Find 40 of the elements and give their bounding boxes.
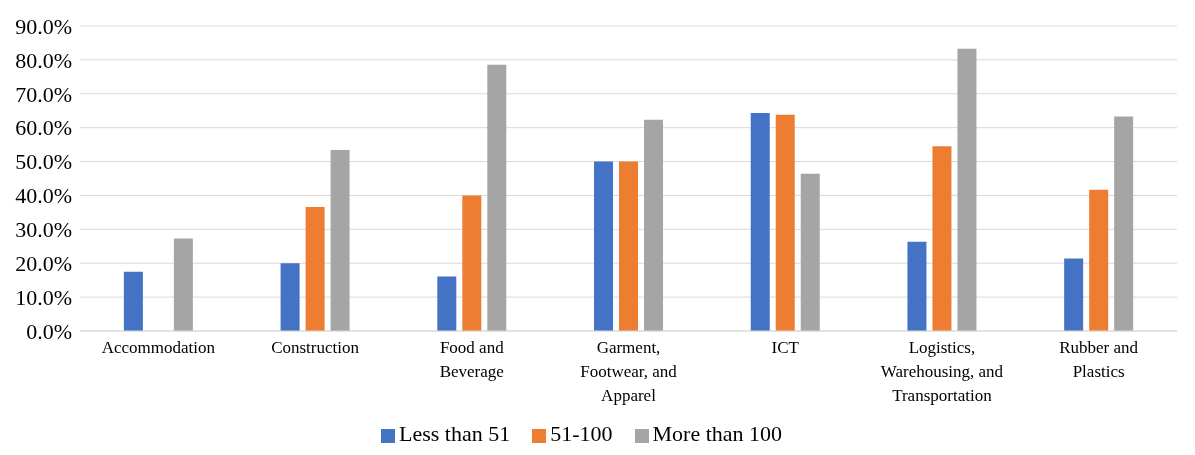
bar	[462, 195, 482, 331]
bar	[1089, 189, 1109, 331]
bar	[932, 146, 952, 331]
legend-label: More than 100	[652, 421, 783, 446]
bar	[330, 150, 350, 331]
bar	[750, 113, 770, 331]
bar	[123, 271, 143, 331]
y-tick-label: 0.0%	[26, 318, 72, 344]
x-tick-label: Garment, Footwear, and Apparel	[580, 338, 678, 405]
legend-label: 51-100	[550, 421, 613, 446]
x-tick-label: Logistics, Warehousing, and Transportation	[880, 338, 1004, 405]
bar	[907, 241, 927, 331]
y-tick-label: 20.0%	[15, 251, 72, 277]
y-tick-label: 60.0%	[15, 115, 72, 141]
bar	[487, 64, 507, 331]
legend-label: Less than 51	[398, 421, 511, 446]
x-tick-label: Rubber and Plastics	[1059, 338, 1139, 381]
bar	[1064, 258, 1084, 331]
bar	[280, 263, 300, 331]
x-tick-label: Food and Beverage	[439, 338, 505, 381]
y-tick-label: 50.0%	[15, 149, 72, 175]
bar	[644, 119, 664, 331]
x-tick-label: Construction	[271, 338, 360, 357]
bar	[437, 276, 457, 331]
x-tick-label: Accommodation	[101, 338, 216, 357]
y-tick-label: 40.0%	[15, 183, 72, 209]
y-tick-label: 80.0%	[15, 47, 72, 73]
bar	[1114, 116, 1134, 331]
y-tick-label: 70.0%	[15, 81, 72, 107]
y-tick-label: 30.0%	[15, 217, 72, 243]
bar	[305, 206, 325, 331]
bar	[594, 161, 614, 331]
bar	[619, 161, 639, 331]
bar	[775, 114, 795, 331]
bar	[800, 173, 820, 331]
bar	[173, 238, 193, 331]
x-tick-label: ICT	[771, 338, 800, 357]
y-tick-label: 90.0%	[15, 13, 72, 39]
bar	[957, 48, 977, 331]
y-tick-label: 10.0%	[15, 284, 72, 310]
